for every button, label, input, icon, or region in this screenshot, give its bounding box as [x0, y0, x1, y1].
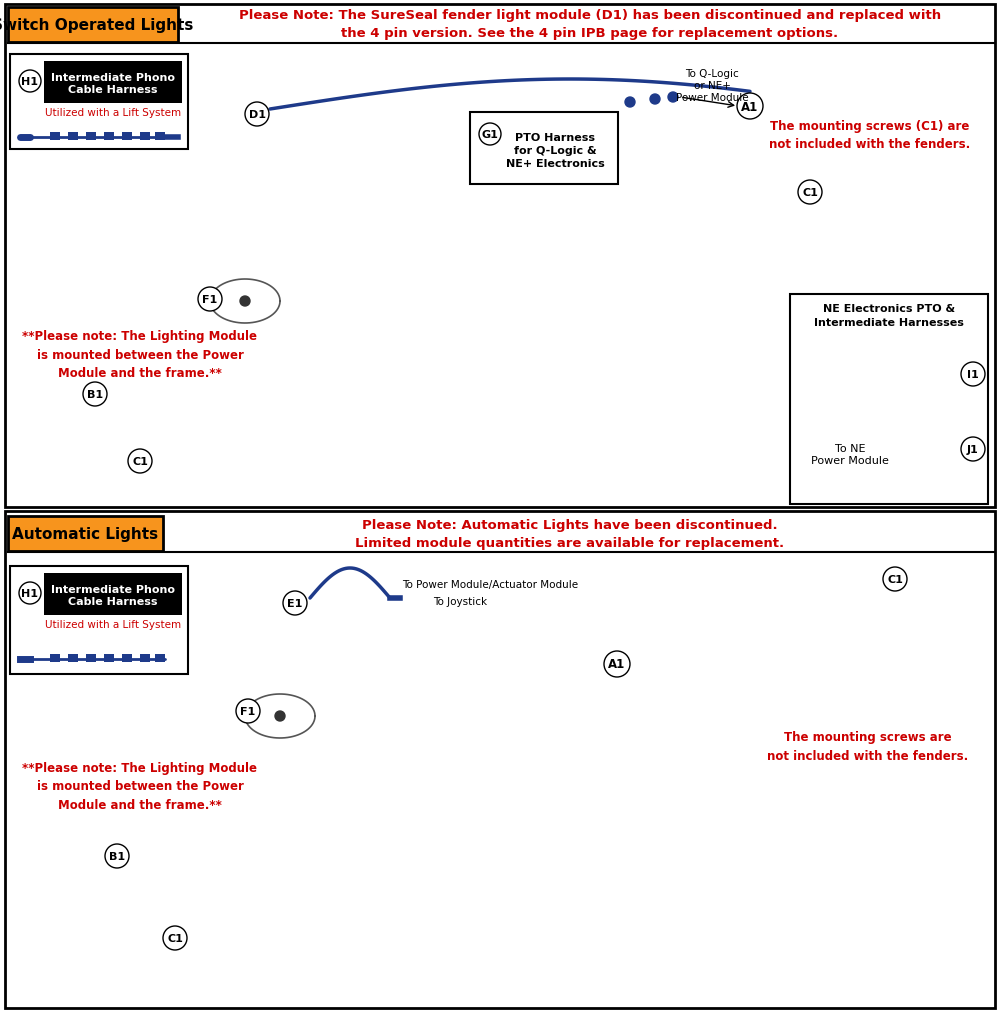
FancyBboxPatch shape	[68, 654, 78, 662]
Text: F1: F1	[240, 707, 256, 716]
Text: H1: H1	[22, 77, 38, 87]
Circle shape	[961, 363, 985, 386]
Text: I1: I1	[967, 370, 979, 379]
FancyBboxPatch shape	[735, 622, 835, 681]
Polygon shape	[720, 571, 850, 622]
Text: B1: B1	[87, 389, 103, 399]
FancyBboxPatch shape	[68, 132, 78, 141]
FancyBboxPatch shape	[154, 389, 236, 435]
Circle shape	[668, 93, 678, 103]
Text: A1: A1	[608, 658, 626, 671]
FancyBboxPatch shape	[10, 55, 188, 150]
FancyBboxPatch shape	[122, 132, 132, 141]
Text: G1: G1	[482, 129, 498, 140]
Circle shape	[798, 181, 822, 205]
Text: C1: C1	[167, 933, 183, 943]
Circle shape	[961, 438, 985, 462]
Text: D1: D1	[248, 110, 266, 120]
FancyBboxPatch shape	[86, 132, 96, 141]
Text: E1: E1	[287, 599, 303, 609]
Text: Intermediate Phono
Cable Harness: Intermediate Phono Cable Harness	[51, 584, 175, 607]
FancyBboxPatch shape	[5, 512, 995, 1008]
Text: Intermediate Phono
Cable Harness: Intermediate Phono Cable Harness	[51, 73, 175, 95]
Text: Utilized with a Lift System: Utilized with a Lift System	[45, 620, 181, 630]
Text: Please Note: Automatic Lights have been discontinued.
Limited module quantities : Please Note: Automatic Lights have been …	[355, 519, 785, 550]
Text: **Please note: The Lighting Module
is mounted between the Power
Module and the f: **Please note: The Lighting Module is mo…	[22, 330, 258, 379]
FancyBboxPatch shape	[104, 654, 114, 662]
FancyBboxPatch shape	[470, 113, 618, 185]
Text: H1: H1	[22, 588, 38, 599]
Text: The mounting screws (C1) are
not included with the fenders.: The mounting screws (C1) are not include…	[769, 119, 971, 151]
Text: C1: C1	[802, 188, 818, 198]
Circle shape	[128, 450, 152, 473]
Text: PTO Harness
for Q-Logic &
NE+ Electronics: PTO Harness for Q-Logic & NE+ Electronic…	[506, 133, 604, 169]
FancyBboxPatch shape	[8, 517, 163, 551]
Text: The mounting screws are
not included with the fenders.: The mounting screws are not included wit…	[767, 731, 969, 761]
Text: To NE
Power Module: To NE Power Module	[811, 444, 889, 466]
Circle shape	[283, 591, 307, 616]
FancyBboxPatch shape	[170, 866, 250, 911]
FancyBboxPatch shape	[122, 654, 132, 662]
Circle shape	[105, 844, 129, 868]
Circle shape	[883, 567, 907, 591]
FancyBboxPatch shape	[8, 8, 178, 42]
Text: Automatic Lights: Automatic Lights	[12, 527, 159, 542]
Text: Utilized with a Lift System: Utilized with a Lift System	[45, 108, 181, 118]
Polygon shape	[139, 340, 251, 374]
FancyBboxPatch shape	[44, 573, 182, 616]
FancyBboxPatch shape	[50, 654, 60, 662]
FancyBboxPatch shape	[104, 132, 114, 141]
Circle shape	[604, 651, 630, 677]
FancyBboxPatch shape	[86, 654, 96, 662]
FancyBboxPatch shape	[155, 132, 165, 141]
FancyBboxPatch shape	[790, 295, 988, 504]
Text: NE Electronics PTO &
Intermediate Harnesses: NE Electronics PTO & Intermediate Harnes…	[814, 304, 964, 328]
Text: A1: A1	[741, 100, 759, 113]
Circle shape	[19, 582, 41, 605]
Circle shape	[625, 98, 635, 108]
Polygon shape	[154, 817, 266, 851]
Circle shape	[737, 94, 763, 120]
Text: To Joystick: To Joystick	[433, 596, 487, 607]
Circle shape	[240, 296, 250, 306]
FancyBboxPatch shape	[5, 5, 995, 508]
Text: B1: B1	[109, 851, 125, 861]
Text: To Power Module/Actuator Module: To Power Module/Actuator Module	[402, 579, 578, 589]
Polygon shape	[210, 280, 280, 324]
Text: Switch Operated Lights: Switch Operated Lights	[0, 18, 194, 33]
Circle shape	[19, 71, 41, 93]
Circle shape	[198, 288, 222, 311]
FancyBboxPatch shape	[140, 654, 150, 662]
Circle shape	[275, 712, 285, 721]
Text: Please Note: The SureSeal fender light module (D1) has been discontinued and rep: Please Note: The SureSeal fender light m…	[239, 8, 941, 39]
FancyBboxPatch shape	[690, 168, 790, 227]
Text: To Q-Logic
or NE+
Power Module: To Q-Logic or NE+ Power Module	[676, 69, 748, 103]
Text: J1: J1	[967, 445, 979, 455]
Circle shape	[479, 124, 501, 146]
FancyBboxPatch shape	[10, 566, 188, 674]
Circle shape	[163, 926, 187, 950]
Text: F1: F1	[202, 295, 218, 304]
Circle shape	[236, 700, 260, 723]
Text: C1: C1	[887, 574, 903, 584]
Circle shape	[650, 95, 660, 105]
Circle shape	[245, 103, 269, 126]
Polygon shape	[675, 118, 805, 168]
FancyBboxPatch shape	[140, 132, 150, 141]
FancyBboxPatch shape	[50, 132, 60, 141]
Text: **Please note: The Lighting Module
is mounted between the Power
Module and the f: **Please note: The Lighting Module is mo…	[22, 761, 258, 811]
Text: C1: C1	[132, 457, 148, 466]
Circle shape	[83, 382, 107, 406]
FancyBboxPatch shape	[155, 654, 165, 662]
FancyBboxPatch shape	[44, 62, 182, 104]
Polygon shape	[245, 695, 315, 738]
